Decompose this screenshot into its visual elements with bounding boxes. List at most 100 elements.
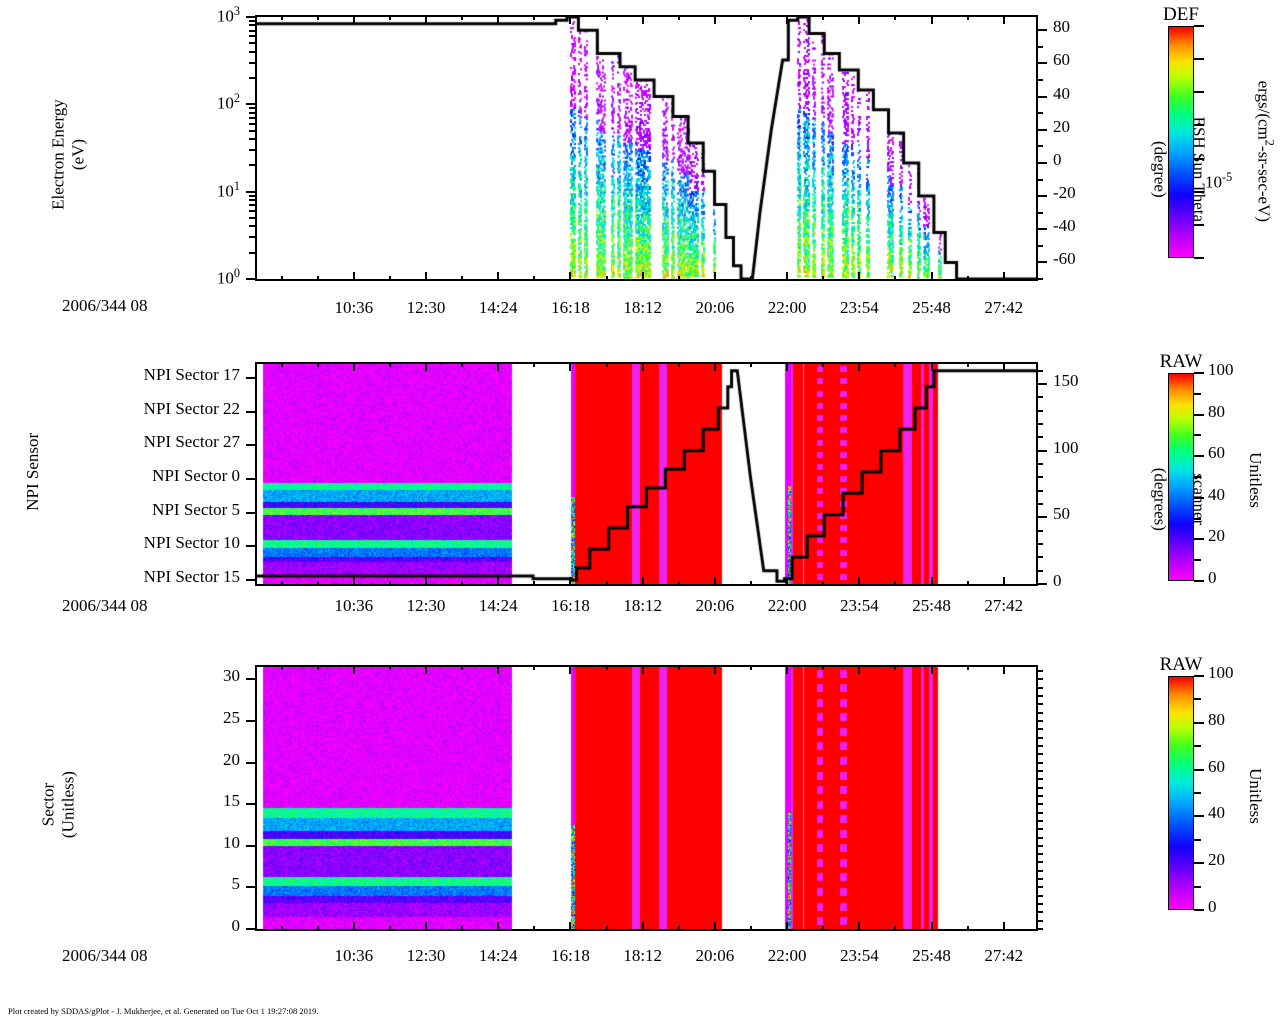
colorbar-tick-mark: [1194, 58, 1204, 61]
y-tick-minor-right: [1036, 794, 1043, 797]
y-tick-minor: [249, 138, 257, 141]
y-tick-minor-right: [1036, 686, 1043, 689]
colorbar-tick-mark: [1194, 157, 1204, 160]
x-tick-label: 27:42: [984, 596, 1024, 615]
y-tick-minor-right: [1036, 503, 1043, 505]
plot-area-npi-sensor[interactable]: [255, 362, 1038, 586]
y-tick-minor-right: [1036, 369, 1043, 372]
plot-area-electron-energy[interactable]: [255, 15, 1038, 281]
x-tick-mark: [352, 362, 355, 371]
x-tick-mark: [858, 577, 861, 586]
colorbar-tick-minor: [1194, 885, 1201, 888]
y-tick-minor-right: [1036, 79, 1043, 81]
x-tick-mark: [569, 665, 572, 674]
y-tick-label-electron-energy: 102: [216, 91, 240, 113]
x-tick-minor: [388, 926, 391, 931]
colorbar-tick-def-mid: 10-5: [1205, 170, 1232, 193]
colorbar-tick-label: 40: [1208, 484, 1225, 504]
x-tick-mark: [641, 272, 644, 281]
y-tick-minor: [249, 116, 257, 119]
y-tick-label-right-panel2: 0: [1053, 571, 1062, 590]
x-tick-minor: [750, 926, 753, 931]
x-tick-mark: [858, 922, 861, 931]
colorbar-tick-minor: [1194, 815, 1201, 818]
colorbar-tick-minor: [1194, 559, 1201, 562]
x-tick-mark: [713, 15, 716, 24]
x-tick-mark: [713, 665, 716, 674]
x-tick-mark: [786, 665, 789, 674]
plot-area-sector[interactable]: [255, 665, 1038, 931]
y-tick-label-sector: 15: [223, 791, 240, 811]
x-tick-minor: [461, 581, 464, 586]
colorbar-title-raw-panel2: RAW: [1159, 351, 1203, 372]
y-tick-minor-right: [1036, 786, 1043, 789]
x-tick-mark: [497, 922, 500, 931]
x-tick-minor: [750, 276, 753, 281]
colorbar-gradient-raw-panel3: [1168, 676, 1194, 910]
y-tick-label-right-panel1: 0: [1053, 149, 1062, 169]
y-tick-minor-right: [1036, 529, 1043, 532]
x-tick-minor: [750, 665, 753, 670]
y-tick-label-sector: 5: [231, 874, 241, 894]
x-tick-minor: [316, 362, 319, 367]
x-tick-mark: [786, 922, 789, 931]
colorbar-tick-mark: [1194, 223, 1204, 226]
y-tick-minor-right: [1036, 761, 1043, 764]
x-tick-minor: [533, 926, 536, 931]
x-tick-label: 16:18: [551, 298, 590, 317]
y-tick-minor-right: [1036, 396, 1043, 399]
x-tick-minor: [822, 15, 825, 20]
y-tick-label-npi-sensor: NPI Sector 0: [152, 466, 240, 485]
x-tick-mark: [930, 362, 933, 371]
colorbar-tick-label: 40: [1208, 803, 1225, 823]
colorbar-tick-label: 0: [1208, 568, 1217, 587]
y-tick-minor-right: [1036, 894, 1043, 897]
y-tick-minor-right: [1036, 753, 1043, 756]
x-tick-minor: [677, 15, 680, 20]
x-tick-mark: [569, 577, 572, 586]
y-tick-minor-right: [1036, 844, 1043, 847]
y-tick-label-npi-sensor: NPI Sector 10: [143, 533, 240, 553]
y-tick-label-right-panel2: 100: [1053, 437, 1079, 457]
x-tick-label: 16:18: [551, 596, 590, 615]
x-tick-minor: [388, 362, 391, 367]
y-tick-minor-right: [1036, 803, 1043, 806]
colorbar-unit-raw-panel2: Unitless: [1246, 452, 1265, 508]
y-tick-label-sector: 25: [223, 708, 240, 728]
x-tick-minor: [966, 276, 969, 281]
y-tick-minor-right: [1036, 463, 1043, 465]
colorbar-title-def: DEF: [1163, 4, 1199, 25]
y-tick-minor-right: [1036, 62, 1043, 65]
x-tick-label: 10:36: [334, 298, 374, 317]
x-tick-mark: [497, 272, 500, 281]
x-tick-mark: [1002, 665, 1005, 674]
y-tick-minor-right: [1036, 556, 1043, 559]
y-tick-minor-right: [1036, 145, 1043, 148]
y-tick-label-npi-sensor: NPI Sector 5: [152, 499, 240, 519]
colorbar-title-raw-panel3: RAW: [1159, 654, 1203, 675]
y-tick-minor-right: [1036, 736, 1043, 739]
x-tick-mark: [930, 922, 933, 931]
x-tick-minor: [894, 276, 897, 281]
x-tick-minor: [822, 581, 825, 586]
y-tick-minor-right: [1036, 409, 1043, 412]
y-tick-minor-right: [1036, 869, 1043, 872]
x-tick-mark: [858, 272, 861, 281]
y-tick-minor-right: [1036, 878, 1043, 881]
x-tick-mark: [1002, 362, 1005, 371]
colorbar-tick-label: 20: [1208, 850, 1225, 870]
x-tick-label: 12:30: [406, 596, 446, 615]
colorbar-tick-minor: [1194, 838, 1201, 841]
y-tick-mark: [246, 16, 257, 18]
x-tick-label: 12:30: [406, 946, 446, 965]
y-tick-minor-right: [1036, 112, 1043, 115]
y-tick-mark: [246, 511, 257, 514]
x-tick-mark: [641, 665, 644, 674]
x-tick-minor: [894, 15, 897, 20]
colorbar-tick-minor: [1194, 517, 1201, 520]
y-tick-minor-right: [1036, 476, 1043, 479]
x-tick-minor: [461, 926, 464, 931]
x-tick-label: 20:06: [695, 596, 735, 615]
y-tick-label-right-panel1: 40: [1053, 83, 1070, 103]
x-tick-label: 18:12: [623, 596, 663, 615]
